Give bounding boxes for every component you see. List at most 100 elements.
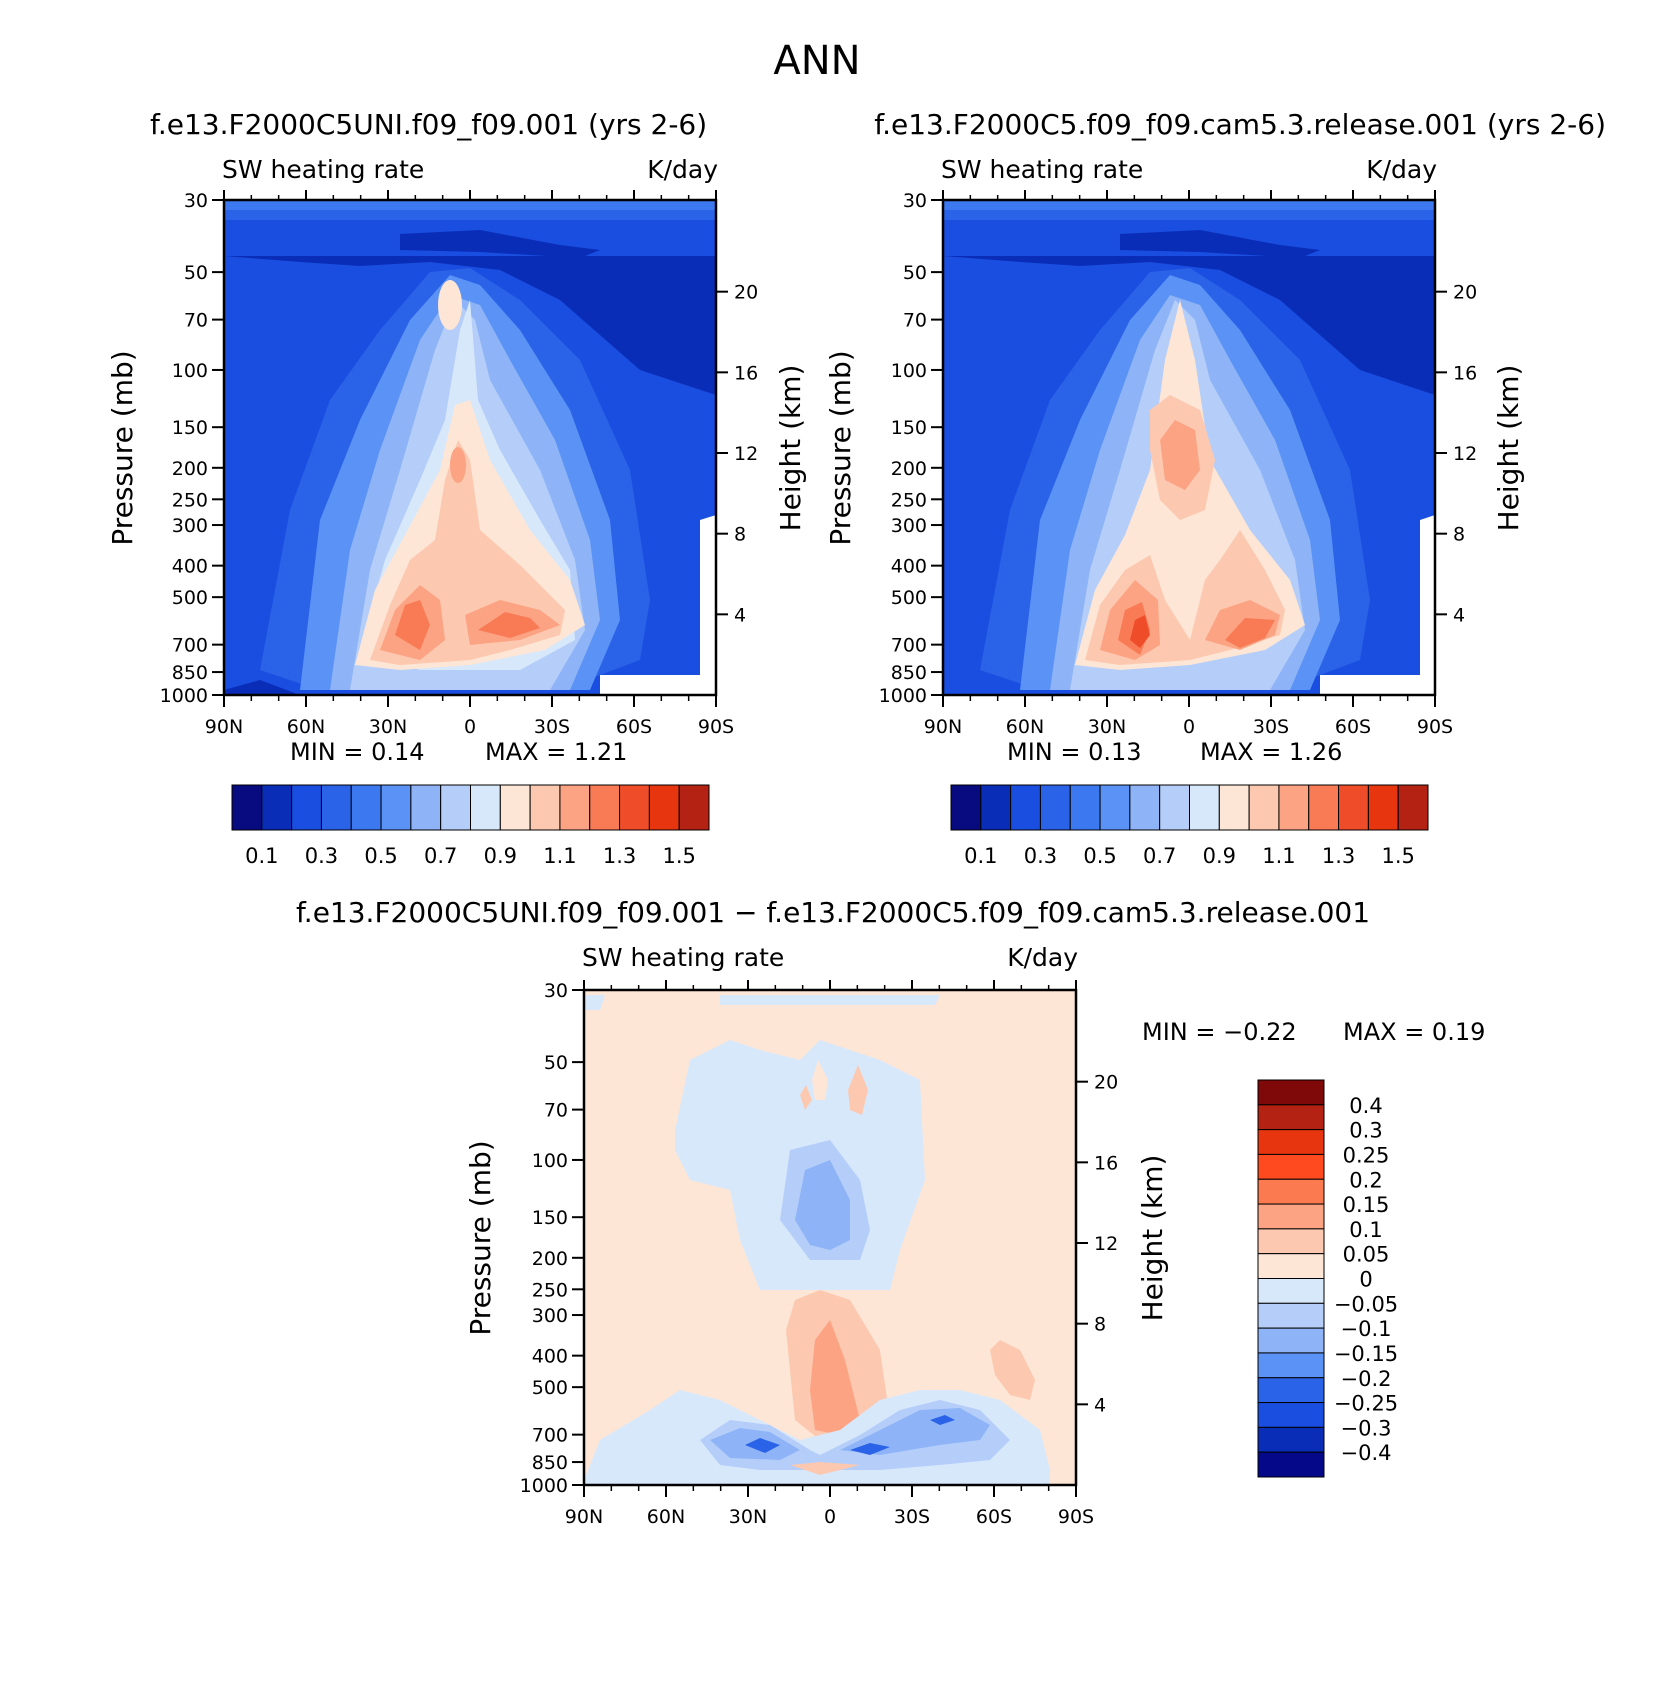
panel-2-units: K/day <box>1366 155 1437 184</box>
colorbar-swatch <box>1257 1327 1325 1354</box>
pressure-tick-label: 500 <box>172 587 208 609</box>
colorbar-swatch <box>1257 1228 1325 1255</box>
panel-3-latitude-ticks: 90N 60N 30N 0 30S 60S 90S <box>565 980 1094 1528</box>
panel-2-contour-field <box>943 200 1435 695</box>
panel-2-title: f.e13.F2000C5.f09_f09.cam5.3.release.001… <box>874 108 1606 141</box>
colorbar-swatch <box>529 784 561 831</box>
latitude-tick-label: 60S <box>616 716 652 738</box>
panel-2-max: MAX = 1.26 <box>1200 738 1342 766</box>
colorbar-label: 1.3 <box>603 844 636 868</box>
colorbar-swatch <box>261 784 293 831</box>
pressure-tick-label: 1000 <box>160 685 208 707</box>
panel-3-variable: SW heating rate <box>582 943 784 972</box>
latitude-tick-label: 60N <box>287 716 325 738</box>
pressure-tick-label: 250 <box>532 1279 568 1301</box>
latitude-tick-label: 30N <box>369 716 407 738</box>
panel-3-ylabel: Pressure (mb) <box>464 1140 497 1335</box>
colorbar-swatch <box>1218 784 1250 831</box>
pressure-tick-label: 150 <box>891 417 927 439</box>
panel-1-contour-field <box>224 200 716 695</box>
panel-3-units: K/day <box>1007 943 1078 972</box>
latitude-tick-label: 90N <box>924 716 962 738</box>
colorbar-swatch <box>1257 1178 1325 1205</box>
colorbar-swatch <box>589 784 621 831</box>
colorbar-label: 0.9 <box>484 844 517 868</box>
pressure-tick-label: 50 <box>544 1052 568 1074</box>
pressure-tick-label: 400 <box>891 556 927 578</box>
height-tick-label: 8 <box>1453 524 1465 546</box>
height-tick-label: 20 <box>734 282 758 304</box>
colorbar-label: 0.05 <box>1343 1243 1390 1267</box>
colorbar-swatch <box>1099 784 1131 831</box>
colorbar-label: 0.25 <box>1343 1143 1390 1167</box>
colorbar-swatch <box>1257 1352 1325 1379</box>
latitude-tick-label: 90S <box>1058 1506 1094 1528</box>
colorbar-label: 0.3 <box>1024 844 1057 868</box>
figure-title: ANN <box>773 38 860 84</box>
panel-2-y2label: Height (km) <box>1492 365 1525 532</box>
pressure-tick-label: 250 <box>891 489 927 511</box>
pressure-tick-label: 250 <box>172 489 208 511</box>
colorbar-swatch <box>1308 784 1340 831</box>
colorbar-label: 0.4 <box>1349 1094 1382 1118</box>
panel-1-latitude-ticks: 90N 60N 30N 0 30S 60S 90S <box>205 190 734 738</box>
pressure-tick-label: 400 <box>172 556 208 578</box>
pressure-tick-label: 300 <box>172 515 208 537</box>
panel-3-max: MAX = 0.19 <box>1343 1018 1485 1046</box>
pressure-tick-label: 150 <box>172 417 208 439</box>
pressure-tick-label: 200 <box>532 1248 568 1270</box>
pressure-tick-label: 850 <box>891 662 927 684</box>
panel-3: f.e13.F2000C5UNI.f09_f09.001 − f.e13.F20… <box>296 896 1485 1528</box>
latitude-tick-label: 90N <box>205 716 243 738</box>
height-tick-label: 8 <box>734 524 746 546</box>
pressure-tick-label: 100 <box>532 1150 568 1172</box>
colorbar-swatch <box>1159 784 1190 831</box>
latitude-tick-label: 0 <box>824 1506 836 1528</box>
colorbar-swatch <box>380 784 412 831</box>
colorbar-swatch <box>1129 784 1161 831</box>
colorbar-swatch <box>1257 1104 1325 1131</box>
colorbar-swatch <box>648 784 680 831</box>
pressure-tick-label: 500 <box>532 1377 568 1399</box>
colorbar-label: −0.4 <box>1341 1441 1392 1465</box>
pressure-tick-label: 30 <box>903 190 927 212</box>
colorbar-swatch <box>410 784 442 831</box>
panel-2-colorbar: 0.1 0.3 0.5 0.7 0.9 1.1 1.3 1.5 <box>950 784 1429 868</box>
colorbar-swatch <box>320 784 352 831</box>
height-tick-label: 8 <box>1094 1314 1106 1336</box>
height-tick-label: 20 <box>1453 282 1477 304</box>
colorbar-swatch <box>1397 784 1429 831</box>
colorbar-swatch <box>1257 1426 1325 1453</box>
colorbar-swatch <box>619 784 650 831</box>
panel-1-max: MAX = 1.21 <box>485 738 627 766</box>
colorbar-label: 1.5 <box>1381 844 1414 868</box>
colorbar-label: 0.1 <box>964 844 997 868</box>
colorbar-swatch <box>470 784 501 831</box>
pressure-tick-label: 100 <box>172 360 208 382</box>
colorbar-label: 0 <box>1359 1268 1372 1292</box>
colorbar-swatch <box>1338 784 1369 831</box>
pressure-tick-label: 1000 <box>520 1475 568 1497</box>
panel-3-colorbar: 0.40.30.250.20.150.10.050−0.05−0.1−0.15−… <box>1257 1079 1398 1478</box>
panel-2-ylabel: Pressure (mb) <box>824 350 857 545</box>
panel-1-ylabel: Pressure (mb) <box>106 350 139 545</box>
colorbar-swatch <box>1189 784 1220 831</box>
colorbar-label: −0.05 <box>1334 1292 1398 1316</box>
colorbar-swatch <box>1257 1451 1325 1478</box>
colorbar-label: 0.2 <box>1349 1168 1382 1192</box>
panel-2-variable: SW heating rate <box>941 155 1143 184</box>
pressure-tick-label: 200 <box>891 458 927 480</box>
colorbar-swatch <box>291 784 322 831</box>
colorbar-swatch <box>231 784 263 831</box>
colorbar-label: 1.1 <box>543 844 576 868</box>
colorbar-label: 0.1 <box>245 844 278 868</box>
latitude-tick-label: 30S <box>894 1506 930 1528</box>
height-tick-label: 16 <box>734 362 758 384</box>
pressure-tick-label: 30 <box>184 190 208 212</box>
height-tick-label: 16 <box>1453 362 1477 384</box>
latitude-tick-label: 90S <box>1417 716 1453 738</box>
pressure-tick-label: 50 <box>184 262 208 284</box>
colorbar-label: 0.5 <box>1083 844 1116 868</box>
